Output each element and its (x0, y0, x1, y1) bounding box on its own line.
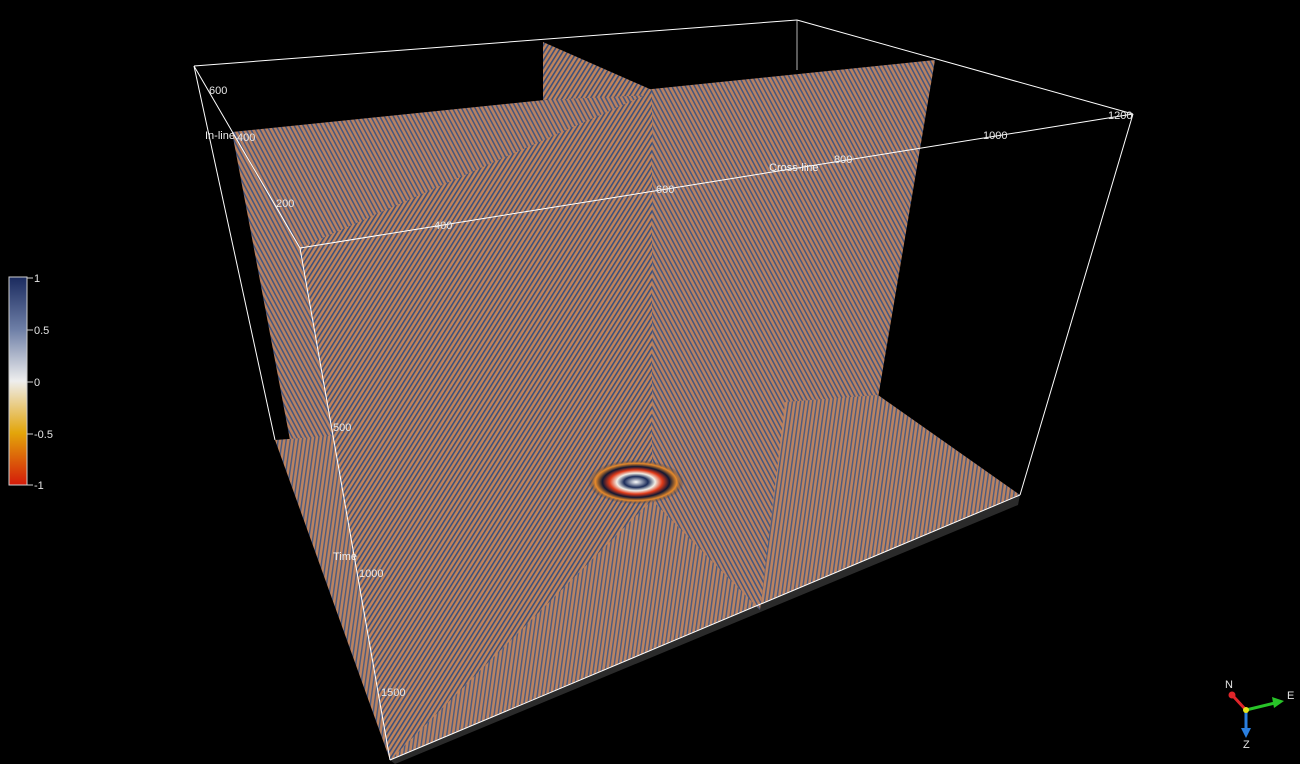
crossline-tick-1200: 1200 (1108, 110, 1132, 122)
gizmo-origin (1243, 707, 1249, 713)
bounding-box (193, 19, 1134, 761)
crossline-tick-800: 800 (834, 154, 852, 166)
north-axis-line (1231, 694, 1248, 712)
colorbar-gradient (8, 276, 28, 486)
seismic-slice-inline-back[interactable] (543, 42, 652, 100)
time-tick-1500: 1500 (381, 687, 405, 699)
east-axis-line (1245, 701, 1276, 712)
crossline-tick-400: 400 (434, 220, 452, 232)
east-label: E (1287, 690, 1294, 702)
z-label: Z (1243, 739, 1250, 751)
time-axis-label: Time (333, 551, 357, 563)
colorbar-tick-0.5: 0.5 (34, 325, 49, 337)
north-label: N (1225, 679, 1233, 691)
crossline-tick-1000: 1000 (983, 130, 1007, 142)
colorbar: 1 0.5 0 -0.5 -1 (8, 273, 53, 492)
inline-axis-label: In-line (205, 130, 235, 142)
inline-tick-400: 400 (237, 132, 255, 144)
crossline-axis-label: Cross-line (769, 162, 819, 174)
north-axis-tip (1228, 691, 1236, 699)
colorbar-tick-neg0.5: -0.5 (34, 429, 53, 441)
seismic-source-bullseye (588, 460, 684, 504)
inline-tick-600: 600 (209, 85, 227, 97)
east-arrow-icon (1272, 697, 1284, 708)
seismic-slice-inline-front[interactable] (300, 92, 652, 760)
z-arrow-icon (1241, 728, 1251, 738)
inline-tick-200: 200 (276, 198, 294, 210)
colorbar-tick-1: 1 (34, 273, 40, 285)
time-tick-500: 500 (333, 422, 351, 434)
crossline-tick-600: 600 (656, 184, 674, 196)
seismic-slice-diagonal[interactable] (652, 92, 812, 610)
axis-labels: In-line 600 400 200 Cross-line 400 600 8… (205, 85, 1132, 699)
orientation-gizmo[interactable]: N E Z (1225, 679, 1294, 751)
colorbar-tick-neg1: -1 (34, 480, 44, 492)
time-tick-1000: 1000 (359, 568, 383, 580)
colorbar-tick-0: 0 (34, 377, 40, 389)
